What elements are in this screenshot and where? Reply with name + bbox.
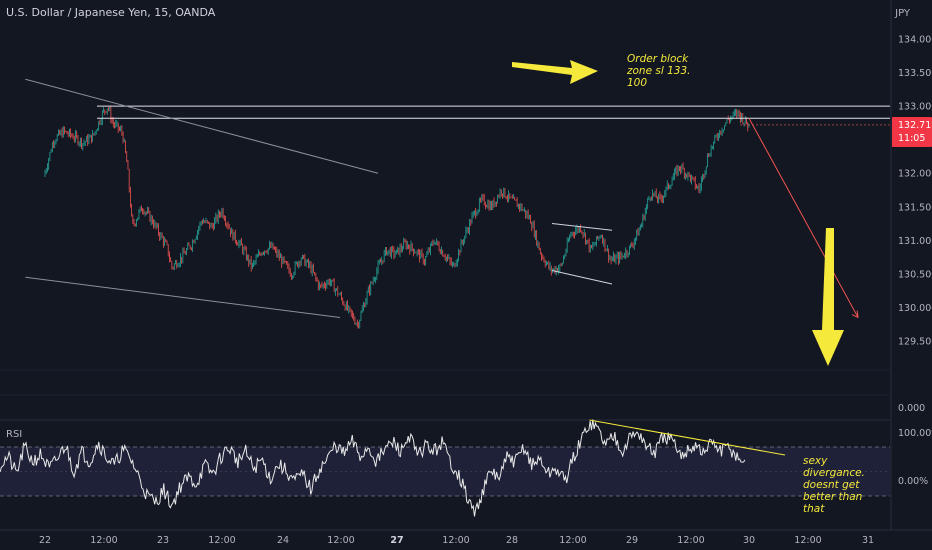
currency-label: JPY (895, 8, 910, 19)
rsi-tick-label: 0.00% (898, 476, 928, 487)
order-block-note: Order block zone sl 133. 100 (627, 53, 691, 89)
countdown-label: 11:05 (898, 133, 925, 144)
time-tick-label: 29 (626, 535, 638, 546)
divergence-line: doesnt get (803, 479, 860, 491)
trend-line (551, 223, 613, 231)
price-tick-label: 132.000 (898, 169, 932, 180)
time-tick-label: 12:00 (559, 535, 586, 546)
time-tick-label: 12:00 (208, 535, 235, 546)
time-tick-label: 12:00 (442, 535, 469, 546)
trend-line (25, 78, 379, 174)
rsi-line (0, 419, 746, 517)
price-tick-label: 134.000 (898, 35, 932, 46)
time-tick-label: 12:00 (90, 535, 117, 546)
order-block-line: zone sl 133. (627, 65, 691, 77)
divergence-note: sexy divergance. doesnt get better than … (803, 455, 865, 515)
price-tick-label: 129.500 (898, 337, 932, 348)
divergence-line (589, 419, 786, 456)
time-tick-label: 27 (390, 535, 403, 546)
price-tick-label: 131.500 (898, 202, 932, 213)
order-block-line: 100 (627, 77, 648, 89)
trend-line (748, 117, 859, 318)
time-tick-label: 24 (277, 535, 289, 546)
candles (44, 105, 750, 329)
divergence-line: better than (803, 491, 863, 503)
rsi-label: RSI (6, 429, 23, 440)
last-price-badge (892, 116, 932, 147)
time-tick-label: 23 (157, 535, 169, 546)
projection-arrowhead (851, 310, 859, 318)
order-block-line: Order block (627, 53, 689, 65)
rsi-tick-label: 100.00% (898, 428, 932, 439)
time-tick-label: 12:00 (794, 535, 821, 546)
time-tick-label: 12:00 (677, 535, 704, 546)
down-arrow-icon (812, 228, 844, 366)
price-tick-label: 133.000 (898, 102, 932, 113)
price-tick-label: 130.500 (898, 269, 932, 280)
time-tick-label: 31 (862, 535, 874, 546)
price-tick-label: 130.000 (898, 303, 932, 314)
time-tick-label: 22 (39, 535, 51, 546)
divergence-line: that (803, 503, 825, 515)
time-tick-label: 28 (506, 535, 518, 546)
price-tick-label: 133.500 (898, 68, 932, 79)
divergence-line: sexy (803, 455, 828, 467)
last-price-value: 132.719 (898, 120, 932, 131)
trend-line (25, 276, 341, 319)
time-tick-label: 30 (743, 535, 755, 546)
symbol-title: U.S. Dollar / Japanese Yen, 15, OANDA (6, 6, 216, 19)
price-tick-label: 0.000 (898, 403, 925, 414)
divergence-line: divergance. (803, 467, 865, 479)
time-tick-label: 12:00 (327, 535, 354, 546)
price-tick-label: 131.000 (898, 236, 932, 247)
right-arrow-icon (512, 60, 598, 84)
trend-line (551, 270, 613, 285)
